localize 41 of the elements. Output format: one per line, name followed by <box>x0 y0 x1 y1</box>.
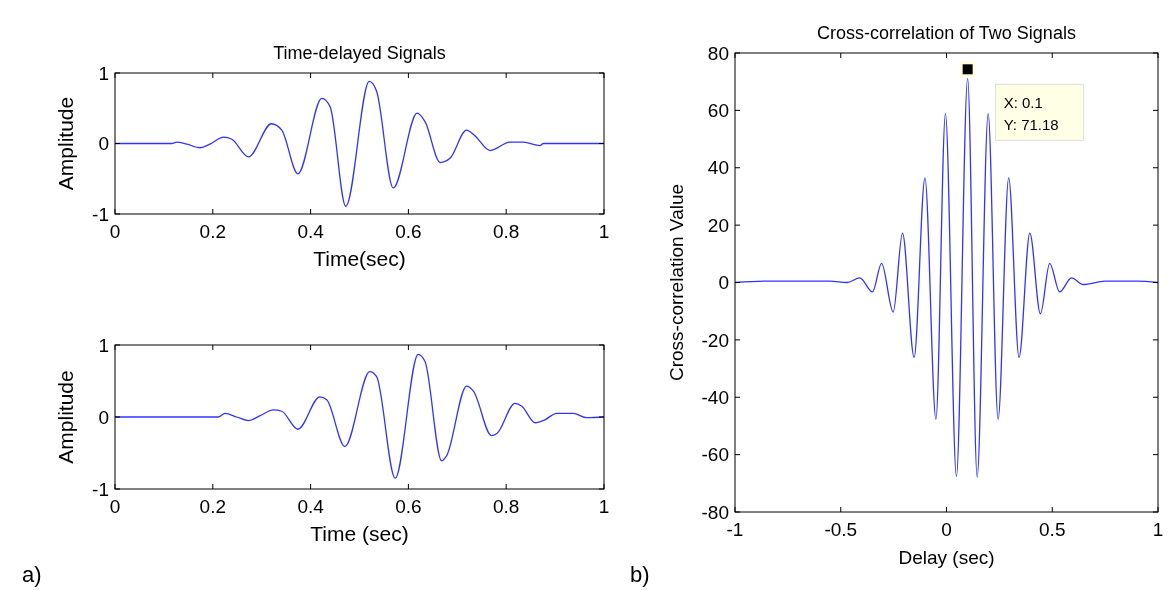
y-tick-label: 40 <box>707 157 729 179</box>
y-tick-label: -20 <box>701 329 729 351</box>
text: b) <box>630 562 650 587</box>
x-tick-label: -1 <box>726 519 744 540</box>
y-tick-label: 1 <box>98 62 109 84</box>
y-axis-title: Amplitude <box>54 370 77 464</box>
y-tick-label: -60 <box>701 444 729 466</box>
annotation: X: 0.1 Y: 71.18 <box>1003 94 1059 134</box>
x-axis-title: Time (sec) <box>310 522 409 545</box>
x-tick-label: 0.8 <box>492 221 520 242</box>
x-axis-title: Delay (sec) <box>898 547 995 568</box>
x-tick-label: 1 <box>598 496 610 517</box>
x-tick-label: -0.5 <box>824 519 858 540</box>
y-tick-label: -80 <box>701 501 729 523</box>
x-tick-label: 0.2 <box>199 221 227 242</box>
x-tick-label: 0.4 <box>297 221 325 242</box>
y-axis-title: Cross-correlation Value <box>666 183 687 382</box>
y-tick-label: 0 <box>98 133 109 155</box>
y-tick-label: 0 <box>98 406 109 428</box>
x-tick-label: 0.8 <box>492 496 520 517</box>
x-tick-label: 0.5 <box>1039 519 1066 540</box>
y-axis-title: Amplitude <box>54 96 77 191</box>
y-tick-label: -40 <box>701 386 729 408</box>
x-tick-label: 0.4 <box>297 496 325 517</box>
y-tick-label: 20 <box>707 214 729 236</box>
text: a) <box>22 562 42 587</box>
x-tick-label: 1 <box>598 221 610 242</box>
x-tick-label: 0.6 <box>395 496 422 517</box>
x-tick-label: 1 <box>1152 519 1164 540</box>
y-tick-label: -1 <box>92 478 109 500</box>
y-tick-label: 80 <box>707 42 729 64</box>
x-tick-label: 0.6 <box>395 221 422 242</box>
y-tick-label: 0 <box>718 272 729 294</box>
x-tick-label: 0.2 <box>199 496 227 517</box>
y-tick-label: 1 <box>98 334 109 356</box>
y-tick-label: 60 <box>707 100 729 122</box>
x-tick-label: 0 <box>941 519 952 540</box>
x-axis-title: Time(sec) <box>313 247 406 270</box>
chart-title: Time-delayed Signals <box>273 43 446 63</box>
y-tick-label: -1 <box>92 203 109 225</box>
chart-title: Cross-correlation of Two Signals <box>817 23 1076 43</box>
